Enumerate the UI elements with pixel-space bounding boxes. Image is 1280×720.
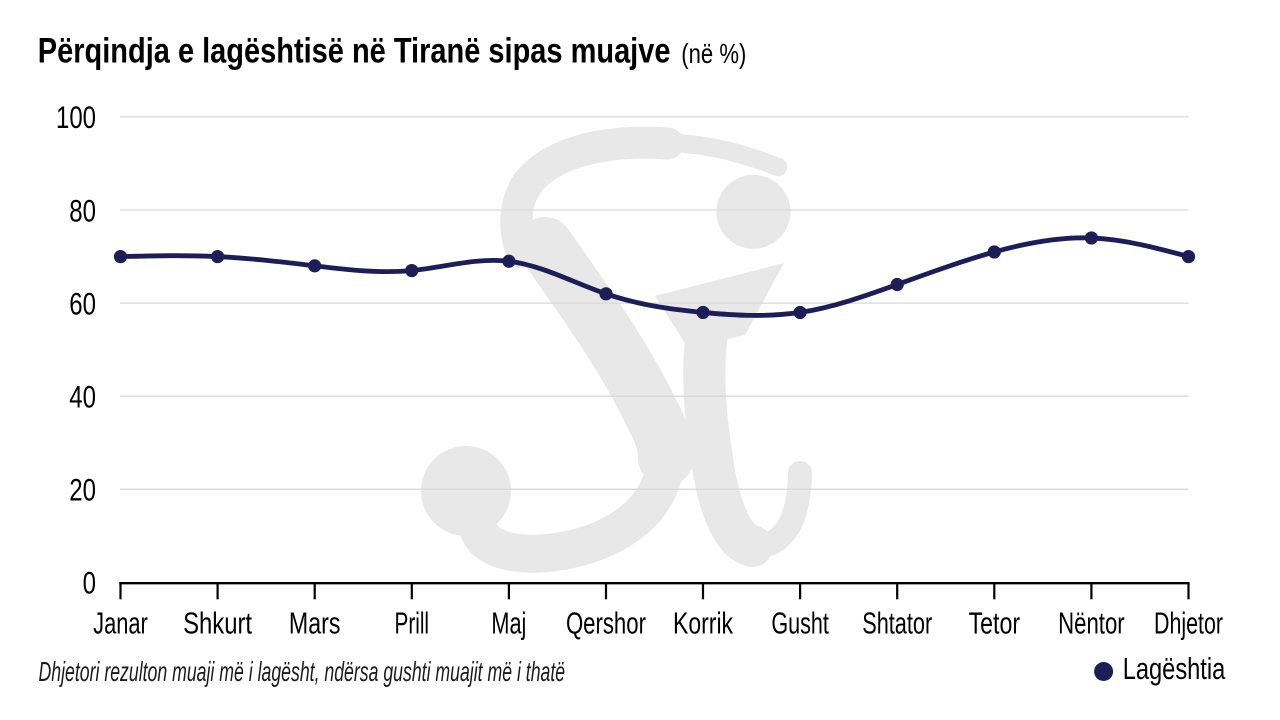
svg-text:20: 20 [69,472,96,508]
svg-text:Qershor: Qershor [566,606,646,641]
svg-text:0: 0 [83,565,96,601]
svg-text:Shtator: Shtator [862,606,932,641]
svg-text:(në %): (në %) [681,38,746,69]
svg-text:80: 80 [69,192,96,228]
svg-text:40: 40 [69,379,96,415]
svg-text:Shkurt: Shkurt [183,606,252,641]
svg-text:Maj: Maj [491,606,526,641]
svg-text:Nëntor: Nëntor [1058,606,1125,641]
svg-text:60: 60 [69,285,96,321]
svg-text:Korrik: Korrik [673,606,733,641]
svg-text:Gusht: Gusht [771,606,829,641]
svg-text:Janar: Janar [93,606,148,641]
svg-text:Lagështia: Lagështia [1123,651,1226,686]
svg-text:Tetor: Tetor [969,606,1021,641]
svg-text:Prill: Prill [395,606,430,641]
svg-text:Dhjetori rezulton muaji më i l: Dhjetori rezulton muaji më i lagësht, nd… [39,656,566,687]
svg-text:Dhjetor: Dhjetor [1154,606,1223,641]
svg-text:100: 100 [56,99,96,135]
svg-text:Mars: Mars [289,606,341,641]
svg-text:Përqindja e lagështisë në Tira: Përqindja e lagështisë në Tiranë sipas m… [38,31,671,70]
